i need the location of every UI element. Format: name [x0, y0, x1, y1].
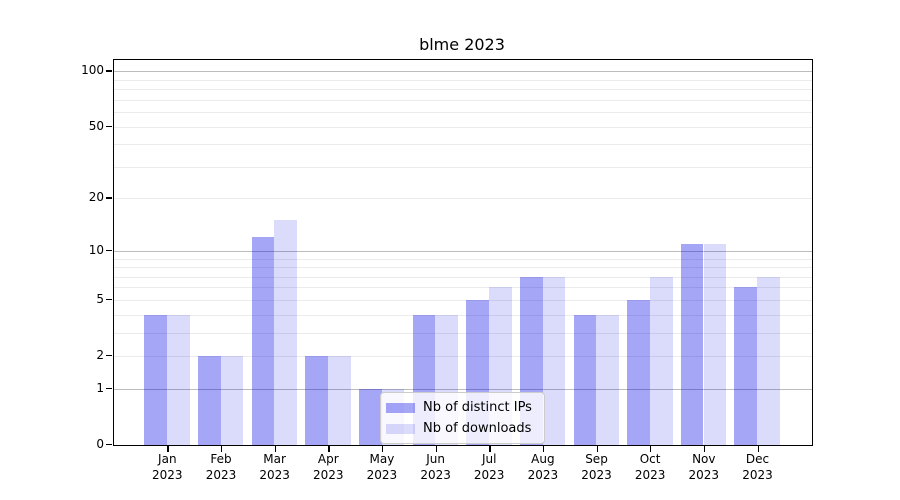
y-tick-label: 2 [96, 348, 104, 362]
bar [167, 314, 190, 445]
x-tick-mark [167, 445, 169, 452]
x-tick-mark [328, 445, 330, 452]
x-tick-label: Dec 2023 [742, 452, 773, 482]
y-tick-mark [105, 125, 112, 127]
bar [649, 276, 673, 445]
y-tick-mark [105, 70, 112, 72]
gridline-minor [114, 314, 812, 316]
x-tick-mark [489, 445, 491, 452]
y-tick-mark [105, 355, 112, 357]
legend-item-downloads: Nb of downloads [386, 419, 532, 438]
x-tick-mark [542, 445, 545, 452]
x-tick-mark [381, 445, 384, 452]
x-tick-label: Jun 2023 [420, 452, 451, 482]
bar [197, 356, 221, 445]
x-tick-mark [274, 445, 276, 452]
y-tick-label: 1 [96, 380, 104, 395]
gridline-major [114, 388, 812, 390]
x-tick-label: May 2023 [366, 452, 398, 482]
x-tick-label: Sep 2023 [581, 452, 612, 482]
y-tick-label: 0 [96, 437, 104, 451]
y-tick-label: 10 [88, 242, 104, 257]
bar [542, 276, 566, 445]
chart-title: blme 2023 [419, 35, 505, 54]
gridline-minor [114, 258, 812, 260]
plot-canvas [114, 60, 812, 445]
bar [573, 314, 597, 445]
gridline-minor [114, 112, 812, 114]
bar [358, 388, 382, 445]
gridline-major [114, 250, 812, 252]
gridline-minor [114, 332, 812, 334]
gridline-minor [114, 356, 812, 357]
bar [734, 287, 758, 445]
gridline-minor [114, 267, 812, 268]
x-tick-mark [221, 445, 223, 452]
y-tick-mark [105, 197, 112, 199]
legend-item-distinct-ips: Nb of distinct IPs [386, 398, 532, 417]
gridline-minor [114, 89, 812, 91]
x-tick-label: Apr 2023 [313, 452, 344, 482]
bar [305, 356, 328, 445]
bar [251, 237, 275, 445]
x-tick-label: Feb 2023 [205, 452, 237, 482]
bar [680, 243, 704, 445]
bar [220, 356, 244, 445]
bar [596, 314, 619, 445]
gridline-minor [114, 287, 812, 289]
x-tick-mark [703, 445, 706, 452]
x-tick-label: Mar 2023 [259, 452, 290, 482]
legend-label-distinct-ips: Nb of distinct IPs [423, 400, 532, 415]
bar [274, 220, 297, 445]
plot-area: Nb of distinct IPs Nb of downloads [113, 59, 813, 446]
bar [703, 243, 727, 445]
bar [327, 356, 351, 445]
y-tick-label: 5 [96, 291, 104, 306]
y-tick-mark [105, 387, 112, 390]
gridline-major [114, 71, 812, 73]
y-tick-label: 100 [81, 63, 104, 78]
gridline-minor [114, 126, 812, 128]
x-tick-label: Oct 2023 [634, 452, 666, 482]
bar [757, 276, 780, 445]
gridline-minor [114, 166, 812, 168]
gridline-minor [114, 144, 812, 146]
gridline-minor [114, 299, 812, 301]
gridline-minor [114, 276, 812, 278]
y-tick-label: 50 [88, 118, 104, 133]
gridline-minor [114, 198, 812, 200]
x-tick-label: Nov 2023 [688, 452, 720, 482]
gridline-minor [114, 79, 812, 81]
legend-label-downloads: Nb of downloads [423, 421, 532, 436]
y-tick-mark [105, 249, 112, 252]
bar [144, 314, 167, 445]
x-tick-label: Jan 2023 [152, 452, 183, 482]
legend-swatch-downloads [386, 423, 415, 434]
x-tick-label: Aug 2023 [527, 452, 559, 482]
y-tick-mark [105, 298, 112, 301]
legend: Nb of distinct IPs Nb of downloads [380, 392, 545, 444]
gridline-minor [114, 99, 812, 101]
x-tick-mark [650, 445, 652, 452]
legend-swatch-distinct-ips [386, 402, 415, 413]
x-tick-label: Jul 2023 [473, 452, 505, 482]
y-tick-label: 20 [88, 190, 104, 205]
x-tick-mark [596, 445, 598, 452]
x-tick-mark [757, 445, 759, 452]
bar [627, 299, 650, 445]
y-tick-mark [105, 444, 112, 446]
x-tick-mark [435, 445, 437, 452]
